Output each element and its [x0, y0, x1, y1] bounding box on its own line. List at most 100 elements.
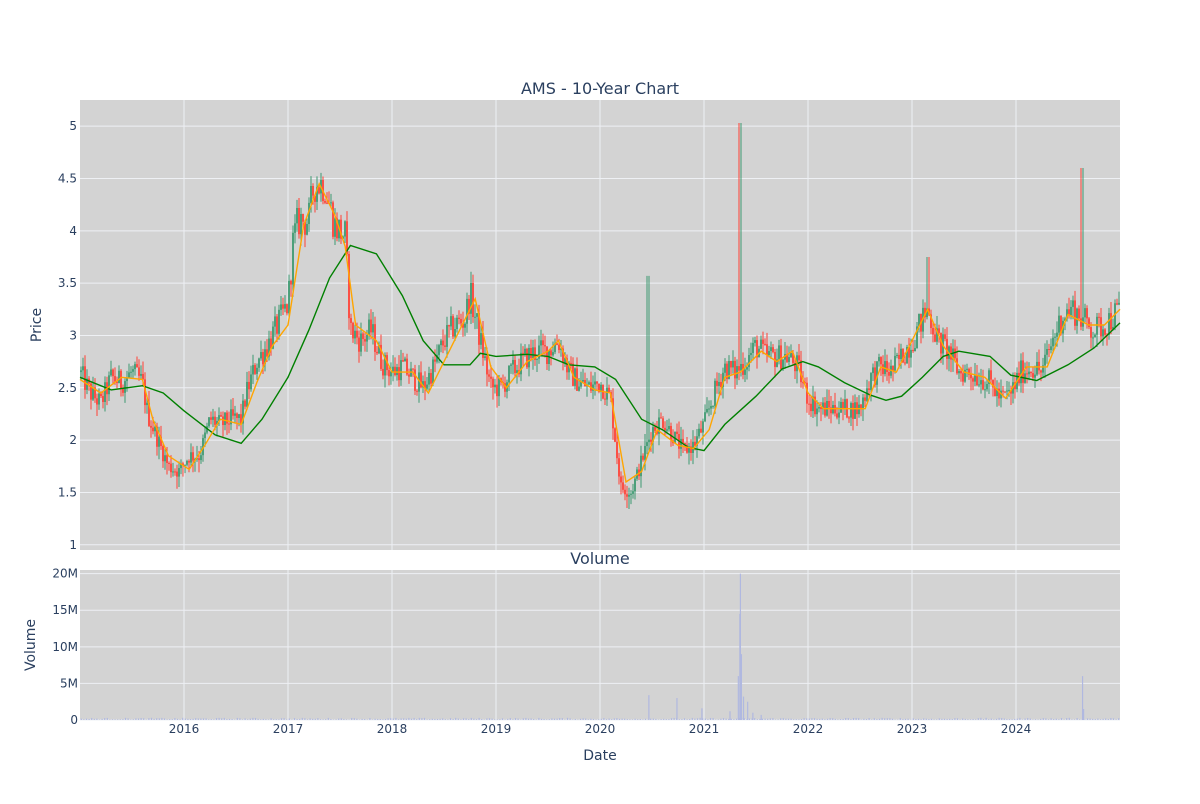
price-candle-body — [138, 367, 140, 375]
price-candle-body — [604, 399, 606, 400]
volume-bar — [884, 718, 885, 720]
price-candle-body — [120, 371, 122, 388]
volume-bar — [671, 718, 672, 720]
price-y-tick-label: 4 — [69, 224, 77, 238]
price-candle-body — [494, 385, 496, 388]
volume-bar — [728, 719, 729, 720]
price-candle-body — [508, 366, 510, 382]
volume-bar — [148, 718, 149, 720]
volume-bar — [973, 719, 974, 720]
volume-bar — [1066, 718, 1067, 720]
price-candle-body — [444, 345, 446, 346]
price-candle-body — [1102, 329, 1104, 336]
price-candle-body — [1038, 362, 1040, 370]
price-candle-body — [1118, 303, 1120, 305]
price-candle-body — [772, 347, 774, 352]
price-candle-body — [668, 426, 670, 429]
volume-bar — [445, 719, 446, 720]
volume-bar — [806, 718, 807, 720]
volume-bar — [983, 719, 984, 720]
volume-bar — [1108, 719, 1109, 720]
price-candle-body — [430, 373, 432, 384]
price-candle-body — [262, 352, 264, 364]
volume-bar — [1053, 719, 1054, 720]
price-candle-body — [132, 369, 134, 372]
volume-bar — [980, 718, 981, 720]
price-candle-body — [760, 340, 762, 349]
price-candle-body — [1086, 308, 1088, 318]
volume-bar — [843, 719, 844, 720]
price-candle-body — [750, 353, 752, 355]
price-candle-body — [644, 446, 646, 460]
volume-bar — [299, 719, 300, 720]
volume-bar — [570, 718, 571, 720]
volume-bar — [250, 719, 251, 720]
price-candle-body — [366, 335, 368, 342]
volume-bar — [590, 719, 591, 720]
price-candle-body — [752, 343, 754, 353]
volume-bar — [780, 718, 781, 720]
price-candle-body — [900, 349, 902, 359]
price-candle-body — [456, 318, 458, 329]
price-candle-body — [1096, 317, 1098, 335]
volume-bar — [941, 719, 942, 720]
volume-bar — [406, 719, 407, 720]
price-candle-body — [594, 381, 596, 384]
volume-bar — [343, 719, 344, 720]
volume-bar — [1058, 719, 1059, 720]
price-candle-body — [840, 402, 842, 413]
volume-bar — [193, 719, 194, 720]
volume-bar — [325, 719, 326, 720]
volume-bar — [1097, 719, 1098, 720]
volume-bar — [463, 718, 464, 720]
volume-bar — [1087, 718, 1088, 720]
volume-bar — [817, 719, 818, 720]
price-candle-body — [848, 417, 850, 418]
volume-bar — [1069, 718, 1070, 720]
price-candle-body — [486, 356, 488, 374]
volume-bar — [668, 719, 669, 720]
volume-bar — [798, 719, 799, 720]
price-candle-body — [608, 388, 610, 392]
volume-bar — [221, 718, 222, 720]
volume-bar — [403, 718, 404, 720]
price-candle-body — [768, 351, 770, 355]
volume-bar — [96, 719, 97, 720]
price-candle-body — [140, 374, 142, 376]
price-candle-body — [1034, 375, 1036, 378]
volume-bar — [167, 719, 168, 720]
price-candle-body — [238, 414, 240, 418]
volume-bar — [1006, 719, 1007, 720]
price-candle-body — [118, 371, 120, 383]
volume-bar — [289, 718, 290, 720]
price-candle-body — [484, 356, 486, 358]
volume-bar — [382, 719, 383, 720]
price-candle-body — [488, 374, 490, 376]
volume-bar — [549, 719, 550, 720]
price-candle-body — [838, 413, 840, 418]
volume-bar — [726, 719, 727, 720]
volume-bar — [687, 719, 688, 720]
price-candle-body — [198, 458, 200, 460]
volume-bar — [258, 719, 259, 720]
volume-bar — [260, 719, 261, 720]
volume-bar — [1045, 718, 1046, 720]
price-candle-body — [292, 233, 294, 285]
volume-bar — [538, 718, 539, 720]
price-candle-body — [730, 361, 732, 367]
price-candle-body — [186, 461, 188, 465]
volume-bar — [213, 719, 214, 720]
volume-bar — [593, 719, 594, 720]
volume-bar — [247, 719, 248, 720]
price-candle-body — [788, 357, 790, 362]
price-candle-body — [124, 381, 126, 393]
price-candle-body — [680, 439, 682, 449]
price-candle-body — [1108, 313, 1110, 335]
volume-bar — [164, 718, 165, 720]
volume-bar — [156, 718, 157, 720]
price-candle-body — [296, 208, 298, 223]
volume-bar — [232, 719, 233, 720]
price-candle-body — [1040, 370, 1042, 372]
volume-chart-title: Volume — [570, 549, 630, 568]
